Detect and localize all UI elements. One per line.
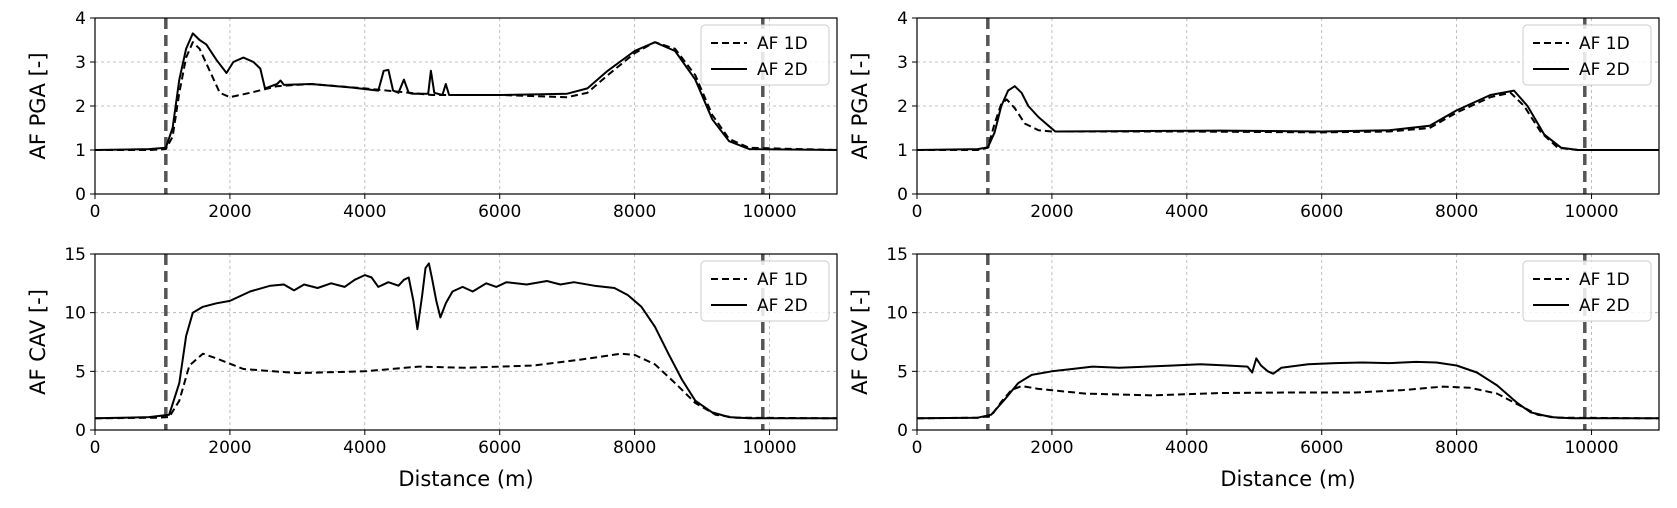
chart-1-series-af-2d xyxy=(916,85,1659,151)
chart-3-ylabel: AF CAV [-] xyxy=(848,289,872,395)
chart-2-xlabel: Distance (m) xyxy=(398,467,533,491)
chart-1-ytick-label: 1 xyxy=(897,141,908,161)
chart-2-xtick-label: 8000 xyxy=(613,438,656,458)
chart-1-ytick-label: 3 xyxy=(897,53,908,73)
chart-1-ytick-label: 2 xyxy=(897,97,908,117)
chart-1-xtick-label: 2000 xyxy=(1030,202,1073,222)
chart-3-ytick-label: 5 xyxy=(897,362,908,382)
chart-panel-bottom-left: 0 2000 4000 6000 8000 10000 0 5 10 15 AF CAV [-] Di… xyxy=(26,245,838,491)
chart-0-xtick-label: 4000 xyxy=(343,202,386,222)
chart-0-xtick-label: 8000 xyxy=(613,202,656,222)
chart-3-series-af-1d xyxy=(916,385,1660,420)
chart-1-series-af-1d xyxy=(917,91,1659,151)
chart-0-ytick-label: 0 xyxy=(75,185,86,205)
chart-2-legend: AF 1D AF 2D xyxy=(700,260,830,322)
chart-0-xtick-label: 10000 xyxy=(742,202,796,222)
chart-2-xtick-label: 2000 xyxy=(208,438,251,458)
chart-1-legend-label-0: AF 1D xyxy=(1579,34,1630,54)
chart-0-ytick-label: 2 xyxy=(75,97,86,117)
chart-3-ytick-label: 10 xyxy=(886,304,908,324)
chart-3-xtick-label: 10000 xyxy=(1564,438,1618,458)
chart-2-ytick-label: 10 xyxy=(64,304,86,324)
chart-3-ytick-label: 0 xyxy=(897,421,908,441)
chart-2-legend-label-0: AF 1D xyxy=(757,270,808,290)
chart-1-ylabel: AF PGA [-] xyxy=(848,52,872,159)
chart-2-ylabel: AF CAV [-] xyxy=(26,289,50,395)
chart-1-legend-label-1: AF 2D xyxy=(1579,60,1630,80)
chart-1-xtick-label: 10000 xyxy=(1564,202,1618,222)
chart-2-xtick-label: 0 xyxy=(90,438,101,458)
chart-2-legend-label-1: AF 2D xyxy=(757,296,808,316)
chart-3-legend-label-1: AF 2D xyxy=(1579,296,1630,316)
chart-0-series-af-2d xyxy=(94,32,838,151)
chart-0-legend-label-1: AF 2D xyxy=(757,60,808,80)
chart-2-ytick-label: 15 xyxy=(64,245,86,265)
chart-3-xtick-label: 0 xyxy=(912,438,923,458)
chart-0-series-af-1d xyxy=(95,41,838,151)
chart-3-legend: AF 1D AF 2D xyxy=(1522,260,1652,322)
chart-panel-bottom-right: 0 2000 4000 6000 8000 10000 0 5 10 15 AF CAV [-] Di… xyxy=(848,245,1660,491)
chart-0-xtick-label: 0 xyxy=(90,202,101,222)
chart-3-ytick-label: 15 xyxy=(886,245,908,265)
chart-0-xtick-label: 6000 xyxy=(478,202,521,222)
chart-2-frame xyxy=(94,253,838,431)
chart-1-ytick-label: 4 xyxy=(897,9,908,29)
chart-1-xtick-label: 8000 xyxy=(1435,202,1478,222)
chart-3-legend-label-0: AF 1D xyxy=(1579,270,1630,290)
chart-0-legend: AF 1D AF 2D xyxy=(700,24,830,86)
chart-3-xtick-label: 6000 xyxy=(1300,438,1343,458)
chart-2-ytick-label: 5 xyxy=(75,362,86,382)
chart-0-ytick-label: 3 xyxy=(75,53,86,73)
chart-0-ytick-label: 1 xyxy=(75,141,86,161)
chart-1-xtick-label: 0 xyxy=(912,202,923,222)
chart-3-frame xyxy=(916,253,1660,431)
chart-2-xtick-label: 10000 xyxy=(742,438,796,458)
chart-panel-top-left: 0 2000 4000 6000 8000 10000 0 1 2 3 4 AF PGA [-] AF … xyxy=(26,9,838,222)
chart-1-legend: AF 1D AF 2D xyxy=(1522,24,1652,86)
chart-1-ytick-label: 0 xyxy=(897,185,908,205)
chart-panel-top-right: 0 2000 4000 6000 8000 10000 0 1 2 3 4 AF PGA [-] AF … xyxy=(848,9,1660,222)
chart-0-ytick-label: 4 xyxy=(75,9,86,29)
chart-1-xtick-label: 4000 xyxy=(1165,202,1208,222)
chart-3-xtick-label: 4000 xyxy=(1165,438,1208,458)
chart-2-series-af-2d xyxy=(94,262,837,420)
chart-3-xtick-label: 8000 xyxy=(1435,438,1478,458)
chart-1-xtick-label: 6000 xyxy=(1300,202,1343,222)
chart-2-ytick-label: 0 xyxy=(75,421,86,441)
chart-2-series-af-1d xyxy=(94,352,838,420)
chart-3-xtick-label: 2000 xyxy=(1030,438,1073,458)
chart-2-xtick-label: 6000 xyxy=(478,438,521,458)
chart-0-legend-label-0: AF 1D xyxy=(757,34,808,54)
chart-2-xtick-label: 4000 xyxy=(343,438,386,458)
chart-0-xtick-label: 2000 xyxy=(208,202,251,222)
chart-3-xlabel: Distance (m) xyxy=(1220,467,1355,491)
chart-0-ylabel: AF PGA [-] xyxy=(26,52,50,159)
chart-3-series-af-2d xyxy=(916,357,1659,420)
